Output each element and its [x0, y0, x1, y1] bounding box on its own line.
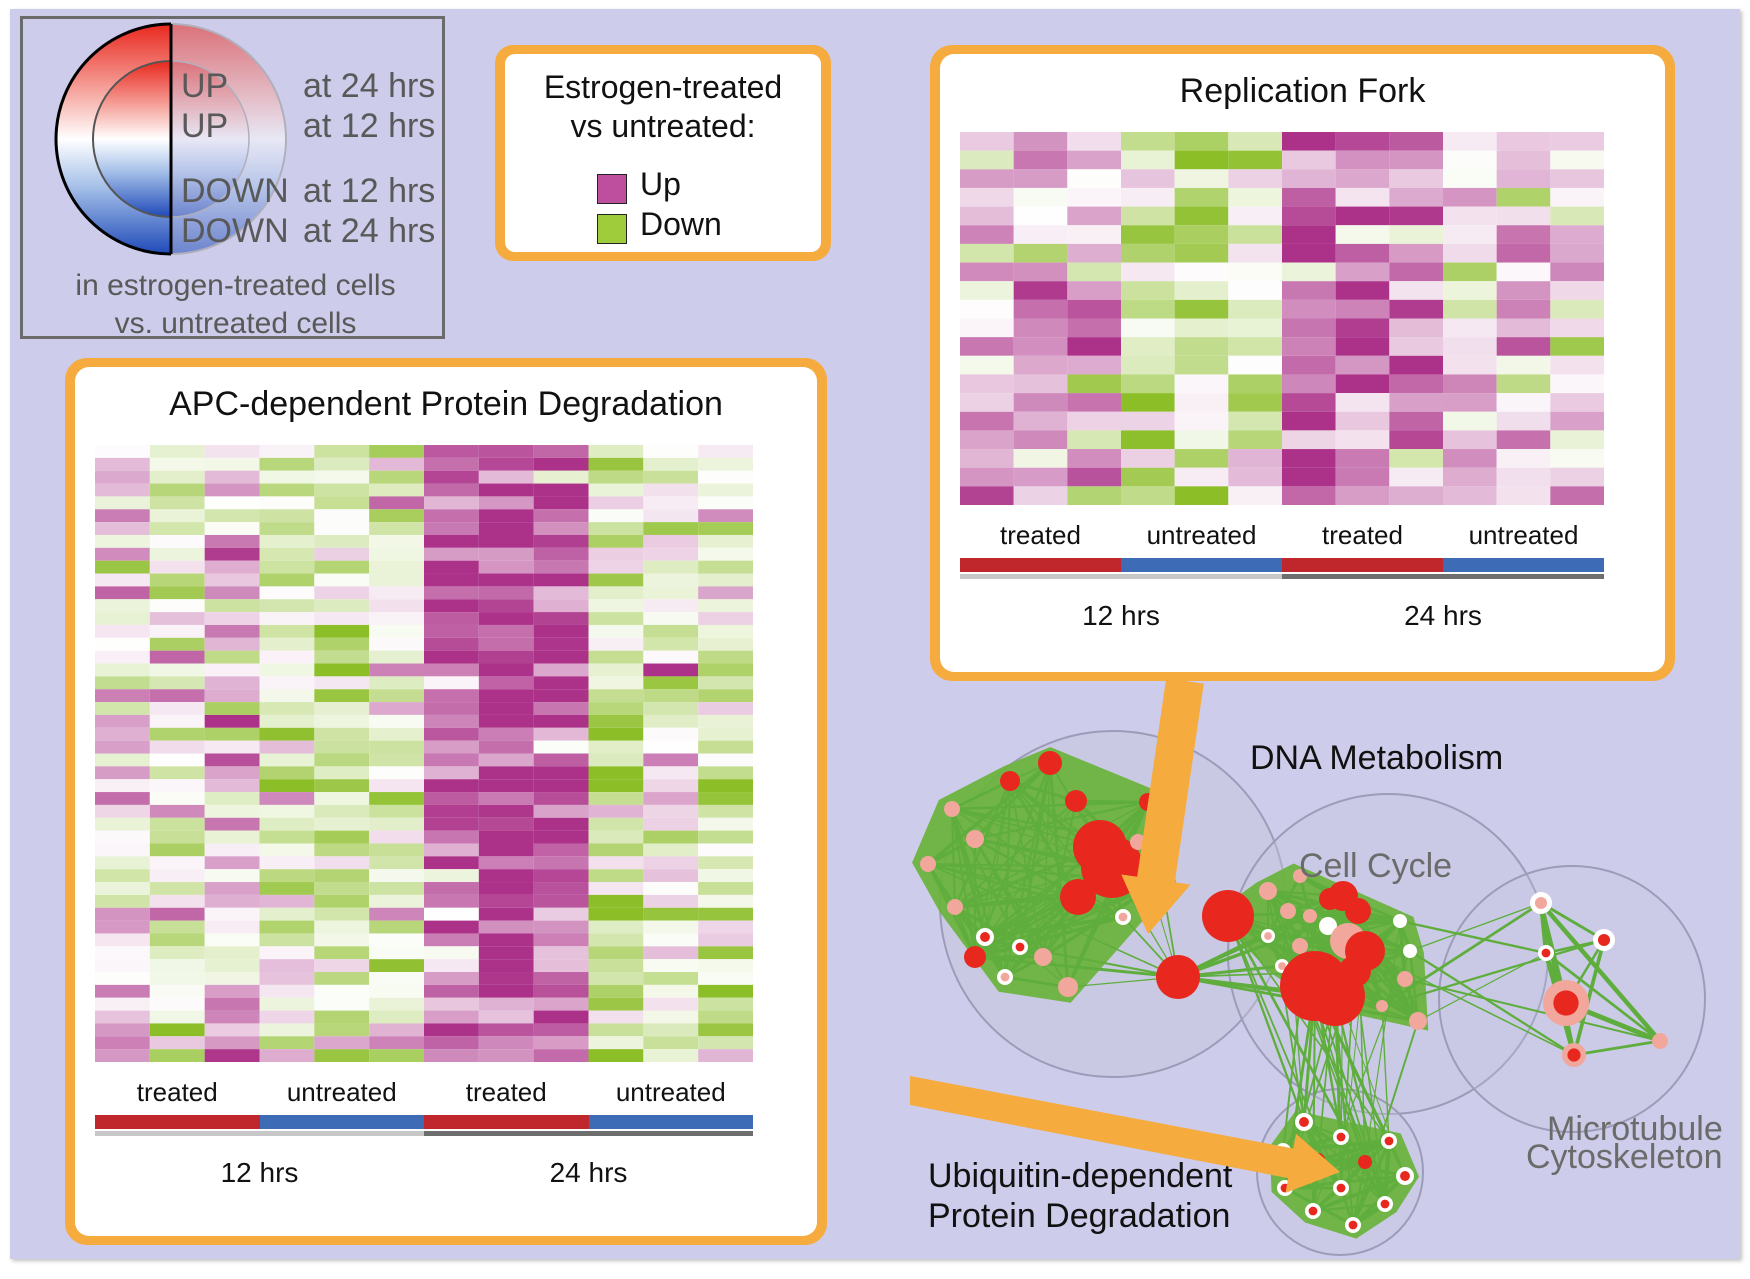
svg-text:Ubiquitin-dependent: Ubiquitin-dependent [928, 1157, 1233, 1195]
svg-text:Cell Cycle: Cell Cycle [1299, 847, 1452, 885]
svg-text:DNA Metabolism: DNA Metabolism [1250, 739, 1503, 777]
svg-text:Protein Degradation: Protein Degradation [928, 1197, 1230, 1235]
svg-text:Cytoskeleton: Cytoskeleton [1526, 1138, 1723, 1176]
